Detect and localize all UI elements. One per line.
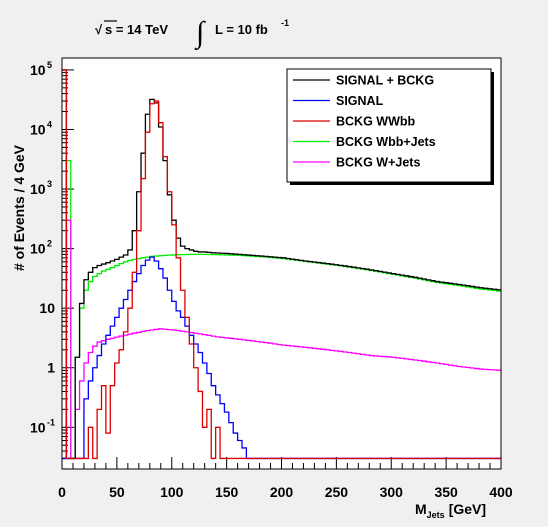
x-tick-label: 400: [489, 484, 513, 500]
y-tick-label: 10: [30, 181, 46, 197]
series-line-bckg-w-jets: [62, 219, 501, 460]
x-tick-label: 300: [380, 484, 404, 500]
y-tick-label: 10: [30, 121, 46, 137]
sqrt-s-label: s = 14 TeV: [105, 22, 168, 37]
sqrt-symbol: √: [95, 22, 103, 37]
x-axis-title: MJets [GeV]: [415, 501, 486, 520]
y-tick-label: 10: [30, 241, 46, 257]
x-axis-title-unit: [GeV]: [449, 501, 486, 517]
luminosity-exponent: -1: [281, 18, 289, 28]
legend-shadow-bottom: [290, 182, 494, 185]
x-tick-labels: 0 50 100 150 200 250 300 350 400: [58, 484, 513, 500]
legend-label: BCKG WWbb: [336, 115, 416, 129]
x-tick-label: 100: [160, 484, 184, 500]
y-tick-exponent: 5: [47, 60, 52, 70]
y-tick-label: 10: [39, 300, 55, 316]
x-tick-label: 0: [58, 484, 66, 500]
x-tick-label: 150: [215, 484, 239, 500]
series-line-signal-bckg: [62, 69, 501, 460]
y-tick-exponent: 4: [47, 119, 52, 129]
integral-symbol: ∫: [194, 16, 206, 51]
x-axis-title-sub: Jets: [427, 510, 445, 520]
y-tick-exponent: 2: [47, 239, 52, 249]
x-axis-title-main: M: [415, 501, 427, 517]
series-line-bckg-wwbb: [62, 69, 501, 460]
luminosity-label: L = 10 fb: [215, 22, 268, 37]
plot-border: [61, 57, 502, 470]
legend-label: BCKG Wbb+Jets: [336, 135, 436, 149]
legend-entries: SIGNAL + BCKG SIGNAL BCKG WWbb BCKG Wbb+Jet…: [293, 74, 436, 170]
x-tick-label: 250: [325, 484, 349, 500]
x-tick-label: 200: [270, 484, 294, 500]
series-layer: [62, 69, 501, 460]
legend-label: BCKG W+Jets: [336, 156, 420, 170]
y-tick-label: 1: [47, 360, 55, 376]
x-tick-label: 50: [109, 484, 125, 500]
legend-label: SIGNAL + BCKG: [336, 74, 434, 88]
x-tick-label: 350: [434, 484, 458, 500]
legend-label: SIGNAL: [336, 94, 384, 108]
y-tick-exponent: -1: [47, 417, 55, 427]
y-axis-title: # of Events / 4 GeV: [11, 144, 27, 271]
y-tick-label: 10: [30, 419, 46, 435]
header: √ s = 14 TeV ∫ L = 10 fb -1: [95, 16, 289, 51]
legend: SIGNAL + BCKG SIGNAL BCKG WWbb BCKG Wbb+Jet…: [286, 68, 494, 185]
legend-shadow-right: [491, 72, 494, 185]
y-tick-label: 10: [30, 62, 46, 78]
legend-box: [286, 68, 492, 183]
y-tick-exponent: 3: [47, 179, 52, 189]
